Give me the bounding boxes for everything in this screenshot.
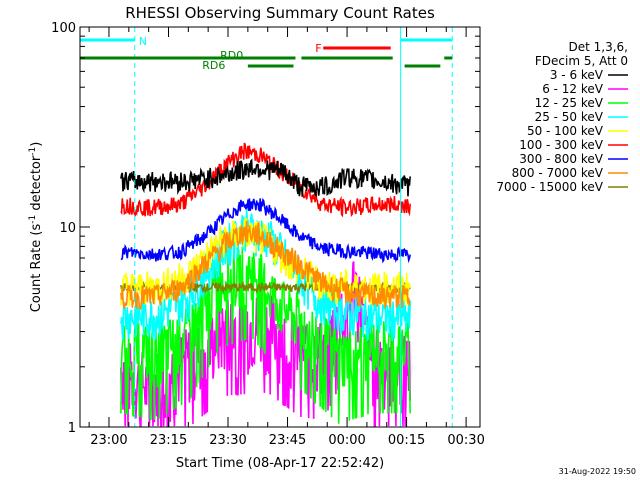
flag-label: RD6 xyxy=(202,59,225,72)
x-tick-label: 23:30 xyxy=(209,433,246,448)
flag-label: F xyxy=(315,42,321,55)
y-tick-label: 10 xyxy=(59,221,76,236)
legend-label: 3 - 6 keV xyxy=(550,68,604,82)
series-line-100-300kev xyxy=(120,142,411,218)
series-line-25-50kev xyxy=(120,208,411,342)
x-tick-label: 23:00 xyxy=(90,433,127,448)
series-layer xyxy=(120,142,411,427)
legend-label: 12 - 25 keV xyxy=(535,96,604,110)
series-line-300-800kev xyxy=(120,197,411,264)
x-tick-label: 23:45 xyxy=(269,433,306,448)
legend-label: 25 - 50 keV xyxy=(535,110,604,124)
series-line-12-25kev xyxy=(120,246,411,424)
flag-label: RD0 xyxy=(220,49,243,62)
x-tick-label: 00:00 xyxy=(328,433,365,448)
y-axis-label-exponent-2: -1 xyxy=(28,147,38,156)
x-tick-label: 23:15 xyxy=(150,433,187,448)
legend-header-line-1: Det 1,3,6, xyxy=(569,40,629,54)
legend-label: 300 - 800 keV xyxy=(519,152,603,166)
y-axis-label-end: ) xyxy=(29,142,44,147)
legend-label: 50 - 100 keV xyxy=(527,124,604,138)
y-axis-label-main: Count Rate (s xyxy=(29,224,44,313)
y-axis-label: Count Rate (s-1 detector-1) xyxy=(28,142,44,313)
x-tick-label: 00:15 xyxy=(388,433,425,448)
x-tick-label: 00:30 xyxy=(447,433,484,448)
y-axis: 1 10 100 xyxy=(51,21,480,436)
x-axis: 23:00 23:15 23:30 23:45 00:00 00:15 00:30 xyxy=(88,27,485,448)
flag-label: N xyxy=(139,35,147,48)
legend-label: 7000 - 15000 keV xyxy=(496,180,603,194)
legend-header-line-2: FDecim 5, Att 0 xyxy=(535,54,628,68)
footer-timestamp: 31-Aug-2022 19:50 xyxy=(559,467,636,476)
y-tick-label: 1 xyxy=(68,421,76,436)
chart-title: RHESSI Observing Summary Count Rates xyxy=(125,4,435,22)
legend-label: 100 - 300 keV xyxy=(519,138,603,152)
legend-label: 6 - 12 keV xyxy=(542,82,604,96)
series-line-800-7000kev xyxy=(120,220,411,311)
y-axis-label-mid: detector xyxy=(29,155,44,215)
y-axis-label-exponent: -1 xyxy=(28,215,38,224)
x-axis-label: Start Time (08-Apr-17 22:52:42) xyxy=(176,456,384,471)
y-tick-label: 100 xyxy=(51,21,76,36)
series-line-3-6kev xyxy=(120,158,411,197)
legend-label: 800 - 7000 keV xyxy=(512,166,604,180)
